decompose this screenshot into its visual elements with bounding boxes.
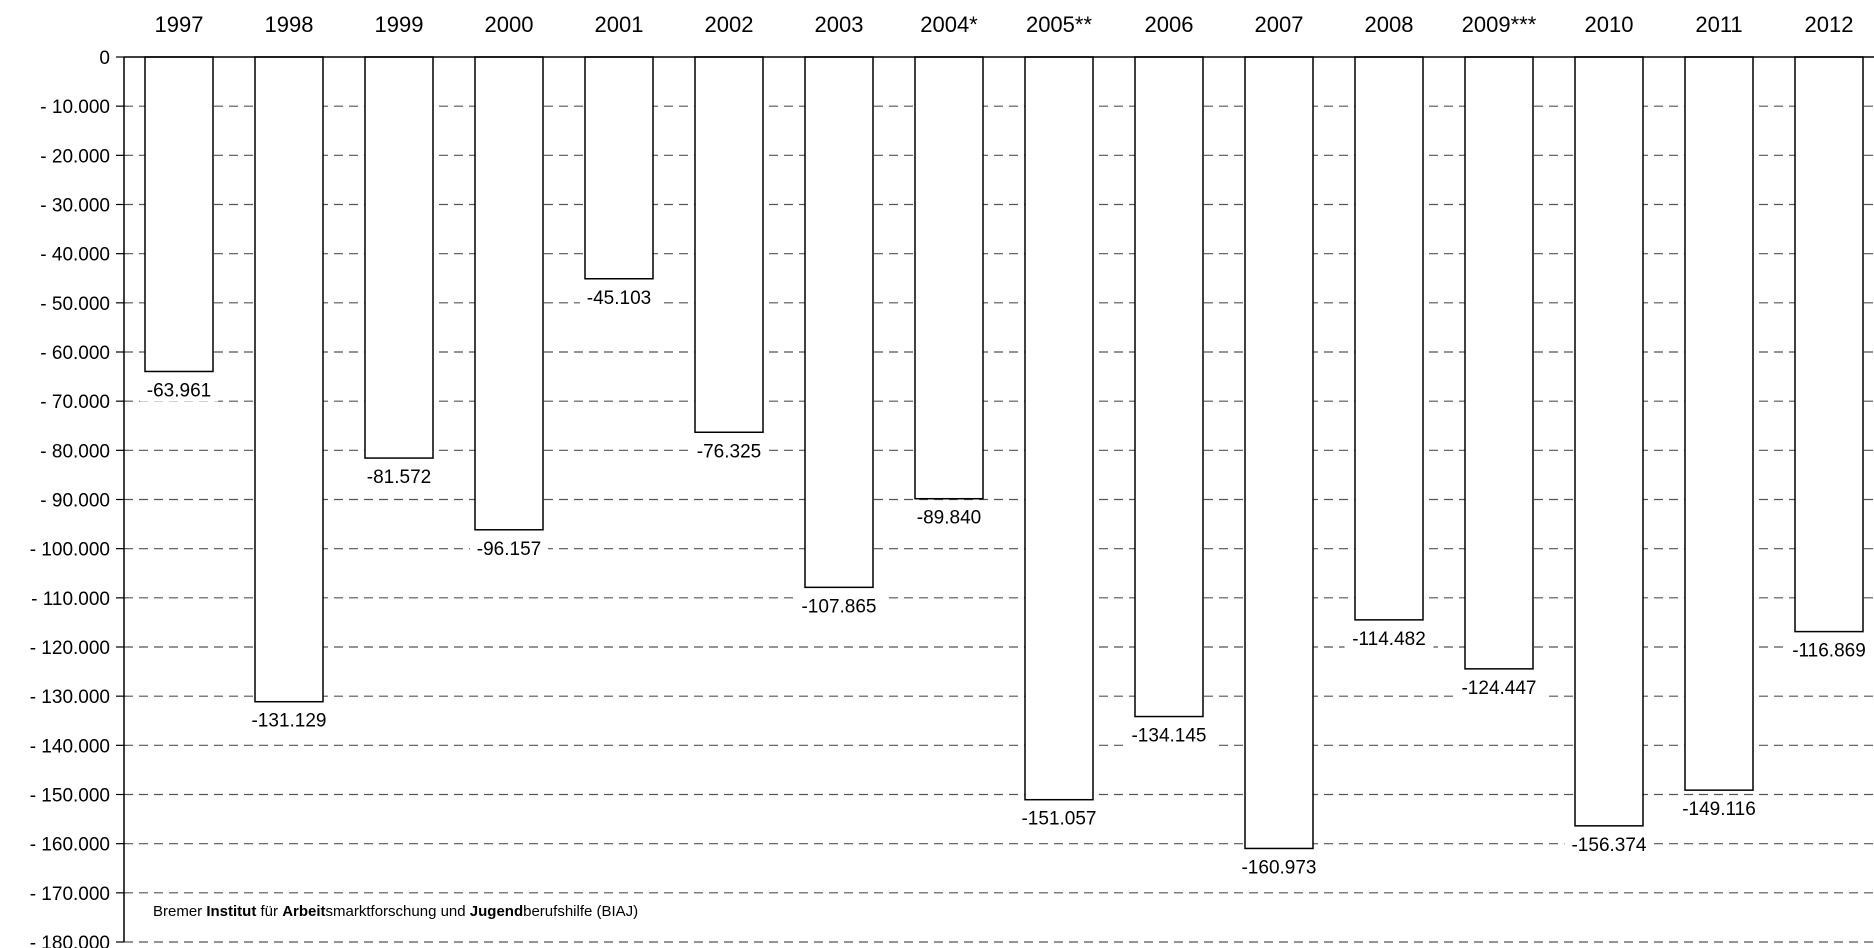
data-label-background <box>1014 807 1104 830</box>
bar-2000 <box>474 56 544 531</box>
bar-2004* <box>914 56 984 500</box>
bar-1999 <box>364 56 434 459</box>
data-label-background <box>1124 724 1214 747</box>
data-label-background <box>1344 627 1434 650</box>
category-label: 2011 <box>1695 12 1742 37</box>
y-tick-label: - 30.000 <box>40 196 110 217</box>
data-label: -156.374 <box>1571 835 1646 856</box>
data-label-background <box>1564 833 1654 856</box>
category-label: 2010 <box>1585 12 1634 37</box>
y-tick-label: - 50.000 <box>40 294 110 315</box>
source-note-part: smarktforschung und <box>326 903 470 920</box>
data-label: -107.865 <box>801 596 876 617</box>
bar-2010 <box>1574 56 1644 827</box>
category-labels: 1997 1998 1999 2000 2001 2002 2003 2004* 2005** 2… <box>155 12 1854 37</box>
category-label: 2005** <box>1026 12 1093 37</box>
y-tick-label: 0 <box>99 48 110 69</box>
bar-1997 <box>144 56 214 373</box>
category-label: 2007 <box>1255 12 1304 37</box>
data-label: -160.973 <box>1241 857 1316 878</box>
y-tick-label: - 90.000 <box>40 491 110 512</box>
bar-2003 <box>804 56 874 589</box>
bar-2012 <box>1794 56 1864 633</box>
data-label: -81.572 <box>367 467 431 488</box>
bar-2007 <box>1244 56 1314 850</box>
y-tick-label: - 70.000 <box>40 392 110 413</box>
data-label-background <box>469 537 549 560</box>
bar-2001 <box>584 56 654 280</box>
data-label: -76.325 <box>697 441 761 462</box>
y-tick-label: - 180.000 <box>30 933 110 948</box>
source-note-part: für <box>256 903 282 920</box>
data-label: -114.482 <box>1352 629 1426 650</box>
data-label-background <box>139 379 219 402</box>
y-tick-label: - 150.000 <box>30 786 110 807</box>
source-note-part: Institut <box>206 903 256 920</box>
y-tick-label: - 40.000 <box>40 245 110 266</box>
source-note-part: Jugend <box>470 903 523 920</box>
bar-2008 <box>1354 56 1424 621</box>
data-label: -63.961 <box>147 380 211 401</box>
y-tick-label: - 120.000 <box>30 638 110 659</box>
data-label-background <box>1234 856 1324 879</box>
data-label-background <box>579 286 659 309</box>
category-label: 2002 <box>705 12 754 37</box>
source-note-background <box>149 901 643 922</box>
data-label: -151.057 <box>1021 809 1096 830</box>
y-tick-label: - 100.000 <box>30 540 110 561</box>
bar-2005** <box>1024 56 1094 801</box>
y-tick-label: - 140.000 <box>30 736 110 757</box>
data-label-background <box>1784 639 1874 662</box>
category-label: 2006 <box>1145 12 1194 37</box>
category-label: 1999 <box>375 12 424 37</box>
y-tick-label: - 110.000 <box>31 589 110 610</box>
category-label: 1998 <box>265 12 314 37</box>
category-label: 1997 <box>155 12 204 37</box>
data-label: -131.129 <box>251 711 326 732</box>
data-label-background <box>244 709 334 732</box>
y-tick-label: - 130.000 <box>30 687 110 708</box>
category-label: 2009*** <box>1462 12 1537 37</box>
data-label-background <box>1674 798 1764 821</box>
data-label-background <box>359 466 439 489</box>
bars <box>144 56 1864 850</box>
source-note-part: Bremer <box>153 903 206 920</box>
data-label-background <box>689 440 769 463</box>
category-label: 2004* <box>920 12 978 37</box>
category-label: 2008 <box>1365 12 1414 37</box>
category-label: 2000 <box>485 12 534 37</box>
bar-2009*** <box>1464 56 1534 670</box>
y-tick-label: - 80.000 <box>40 441 110 462</box>
category-label: 2003 <box>815 12 864 37</box>
bar-2006 <box>1134 56 1204 718</box>
data-label-background <box>909 506 989 529</box>
bar-2011 <box>1684 56 1754 791</box>
source-note: Bremer Institut für Arbeitsmarktforschun… <box>153 903 638 920</box>
y-axis-tick-labels: 0 - 10.000 - 20.000 - 30.000 - 40.000 - 50.00… <box>30 48 110 948</box>
source-note-part: berufshilfe (BIAJ) <box>523 903 638 920</box>
y-tick-label: - 60.000 <box>40 343 110 364</box>
category-label: 2001 <box>595 12 644 37</box>
data-label: -96.157 <box>477 539 541 560</box>
data-label: -45.103 <box>587 288 651 309</box>
data-label: -134.145 <box>1131 726 1206 747</box>
bar-2002 <box>694 56 764 434</box>
y-tick-label: - 170.000 <box>30 884 110 905</box>
data-label-background <box>794 595 884 618</box>
y-tick-label: - 160.000 <box>30 835 110 856</box>
bar-1998 <box>254 56 324 703</box>
category-label: 2012 <box>1805 12 1854 37</box>
data-label: -149.116 <box>1682 799 1756 820</box>
data-labels: -63.961 -131.129 -81.572 -96.157 -45.103 -76.… <box>139 286 1874 879</box>
data-label: -116.869 <box>1792 641 1866 662</box>
y-tick-label: - 10.000 <box>40 97 110 118</box>
source-note-part: Arbeit <box>282 903 325 920</box>
y-tick-label: - 20.000 <box>40 146 110 167</box>
data-label: -124.447 <box>1461 678 1536 699</box>
data-label: -89.840 <box>917 508 981 529</box>
data-label-background <box>1454 676 1544 699</box>
